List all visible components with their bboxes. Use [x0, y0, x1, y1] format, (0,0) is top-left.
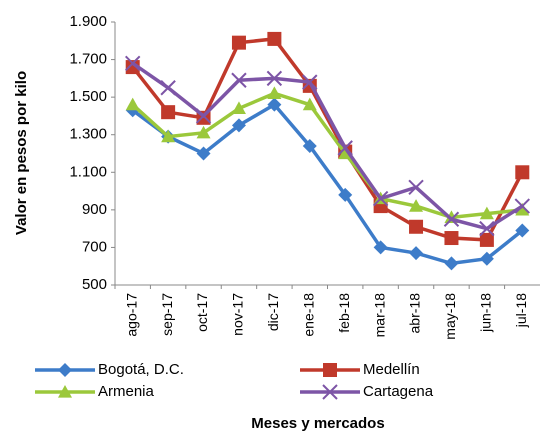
point — [267, 31, 282, 46]
point — [479, 251, 494, 266]
point — [338, 187, 353, 202]
x-tick-label: dic-17 — [265, 293, 281, 331]
legend-marker — [58, 385, 72, 398]
x-tick-label: oct-17 — [194, 293, 210, 332]
x-tick-label: feb-18 — [336, 293, 352, 333]
point — [409, 219, 424, 234]
x-tick-label: ago-17 — [123, 293, 139, 337]
point — [515, 165, 530, 180]
point — [195, 108, 212, 124]
point — [515, 223, 530, 238]
point — [125, 55, 141, 72]
x-tick-label: jul-18 — [513, 293, 529, 328]
point — [479, 220, 495, 237]
point — [267, 97, 282, 112]
series-line — [131, 91, 523, 220]
point — [373, 240, 388, 255]
series-line — [131, 37, 524, 242]
point — [160, 80, 176, 96]
point — [479, 232, 494, 247]
point — [443, 211, 460, 227]
point — [302, 138, 317, 153]
point — [196, 125, 211, 139]
legend-label: Cartagena — [363, 383, 434, 400]
x-tick-label: jun-18 — [478, 293, 494, 333]
point — [409, 199, 424, 212]
point — [338, 146, 353, 160]
y-tick-label: 700 — [82, 238, 107, 255]
point — [266, 70, 283, 87]
x-tick-label: sep-17 — [159, 293, 175, 336]
legend-marker — [58, 363, 72, 377]
point — [267, 86, 282, 99]
x-tick-label: ene-18 — [300, 293, 316, 337]
point — [125, 60, 140, 75]
point — [409, 246, 424, 261]
legend-marker — [322, 384, 338, 400]
point — [161, 105, 176, 120]
point — [515, 202, 530, 216]
x-tick-label: nov-17 — [230, 293, 246, 336]
y-tick-label: 1.300 — [69, 126, 107, 143]
point — [231, 118, 246, 133]
point — [514, 198, 530, 214]
legend-marker — [323, 363, 337, 377]
point — [125, 97, 140, 111]
point — [337, 140, 353, 156]
y-tick-label: 1.900 — [69, 13, 107, 30]
point — [408, 179, 424, 196]
point — [372, 190, 389, 207]
point — [444, 231, 459, 246]
legend-label: Bogotá, D.C. — [98, 361, 184, 378]
legend-label: Medellín — [363, 361, 420, 378]
y-tick-label: 1.500 — [69, 88, 107, 105]
x-tick-label: abr-18 — [407, 293, 423, 334]
point — [444, 256, 459, 271]
point — [479, 206, 494, 220]
legend-label: Armenia — [98, 383, 155, 400]
point — [196, 146, 211, 161]
point — [231, 72, 247, 88]
x-axis-label: Meses y mercados — [251, 415, 384, 432]
point — [302, 97, 317, 111]
y-tick-label: 1.100 — [69, 163, 107, 180]
y-tick-label: 500 — [82, 276, 107, 293]
point — [231, 101, 246, 115]
point — [231, 35, 246, 50]
y-tick-label: 900 — [82, 201, 107, 218]
point — [161, 129, 176, 143]
point — [302, 74, 318, 90]
x-tick-label: mar-18 — [371, 293, 387, 338]
x-tick-label: may-18 — [442, 293, 458, 340]
y-tick-label: 1.700 — [69, 51, 107, 68]
y-axis-label: Valor en pesos por kilo — [13, 71, 30, 235]
